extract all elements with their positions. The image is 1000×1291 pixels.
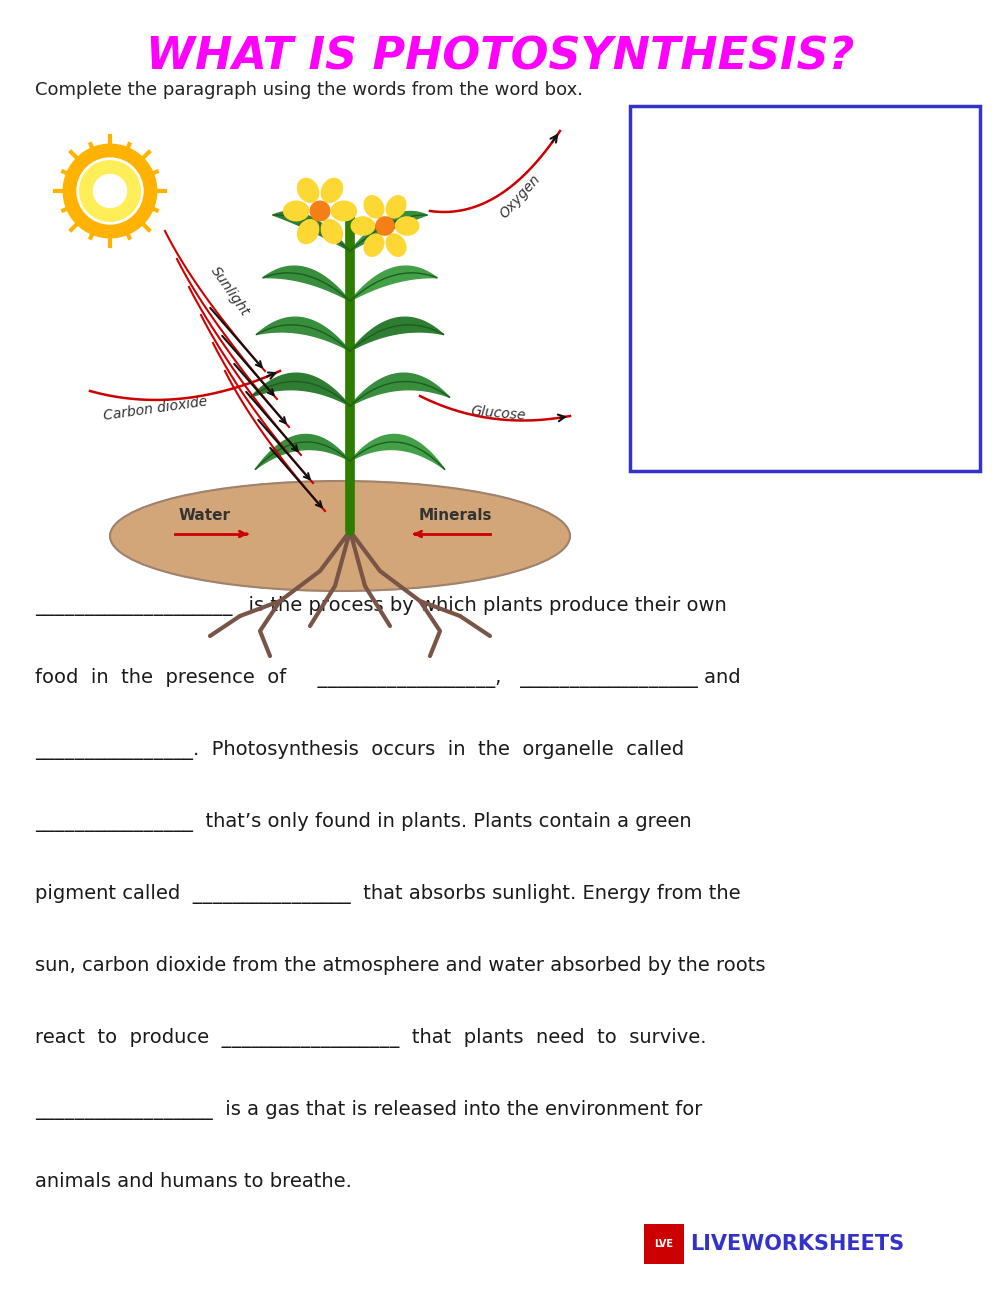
Polygon shape [263,266,350,301]
Text: sun, carbon dioxide from the atmosphere and water absorbed by the roots: sun, carbon dioxide from the atmosphere … [35,957,766,975]
Ellipse shape [395,217,419,235]
Text: Carbon dioxide: Carbon dioxide [102,395,208,423]
Text: react  to  produce  __________________  that  plants  need  to  survive.: react to produce __________________ that… [35,1028,706,1048]
Text: LIVEWORKSHEETS: LIVEWORKSHEETS [690,1234,904,1254]
Text: Water: Water [774,349,836,369]
Ellipse shape [298,178,319,203]
FancyBboxPatch shape [630,106,980,471]
Circle shape [310,201,330,221]
Ellipse shape [298,219,319,244]
Ellipse shape [110,482,570,591]
Text: ________________.  Photosynthesis  occurs  in  the  organelle  called: ________________. Photosynthesis occurs … [35,740,684,760]
Polygon shape [350,373,450,405]
Polygon shape [350,266,437,301]
Text: WHAT IS PHOTOSYNTHESIS?: WHAT IS PHOTOSYNTHESIS? [146,36,854,79]
Text: Minerals: Minerals [418,507,492,523]
Ellipse shape [386,196,406,218]
Ellipse shape [364,234,384,256]
Circle shape [77,158,143,225]
Polygon shape [350,212,427,250]
Ellipse shape [364,196,384,218]
Ellipse shape [386,234,406,256]
Text: Sunlight: Sunlight [208,263,252,319]
Polygon shape [256,318,350,351]
Text: food  in  the  presence  of     __________________,   __________________ and: food in the presence of ________________… [35,667,741,688]
Text: ________________  that’s only found in plants. Plants contain a green: ________________ that’s only found in pl… [35,812,692,831]
Polygon shape [350,435,445,470]
Text: ____________________  is the process by which plants produce their own: ____________________ is the process by w… [35,596,727,616]
Ellipse shape [284,201,309,221]
Ellipse shape [351,217,375,235]
Text: carbon dioxide: carbon dioxide [728,439,882,460]
Circle shape [63,145,157,238]
Text: Chlorophyll: Chlorophyll [746,394,864,414]
Text: Sunlight: Sunlight [762,169,848,188]
Polygon shape [350,318,444,351]
Text: Water: Water [179,507,231,523]
Text: Glucose: Glucose [470,404,526,422]
Text: LVE: LVE [654,1239,674,1248]
Ellipse shape [321,219,342,244]
Text: Oxygen: Oxygen [765,124,845,145]
Polygon shape [255,435,350,470]
Text: Chloroplast: Chloroplast [746,303,864,324]
Text: Complete the paragraph using the words from the word box.: Complete the paragraph using the words f… [35,81,583,99]
Text: animals and humans to breathe.: animals and humans to breathe. [35,1172,352,1192]
Circle shape [80,161,140,221]
Text: Oxygen: Oxygen [497,172,543,221]
FancyBboxPatch shape [644,1224,684,1264]
Circle shape [376,217,394,235]
Text: Photosynthesis: Photosynthesis [726,259,884,279]
Circle shape [94,174,126,208]
Ellipse shape [321,178,342,203]
Ellipse shape [331,201,356,221]
Text: pigment called  ________________  that absorbs sunlight. Energy from the: pigment called ________________ that abs… [35,884,741,904]
Text: __________________  is a gas that is released into the environment for: __________________ is a gas that is rele… [35,1100,702,1121]
Text: Glucose: Glucose [763,214,847,234]
Polygon shape [250,373,350,405]
Polygon shape [273,212,350,250]
